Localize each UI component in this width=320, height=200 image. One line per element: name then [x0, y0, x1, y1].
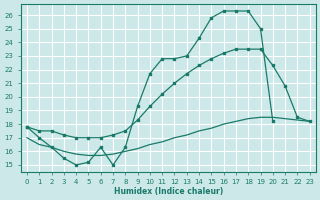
- X-axis label: Humidex (Indice chaleur): Humidex (Indice chaleur): [114, 187, 223, 196]
